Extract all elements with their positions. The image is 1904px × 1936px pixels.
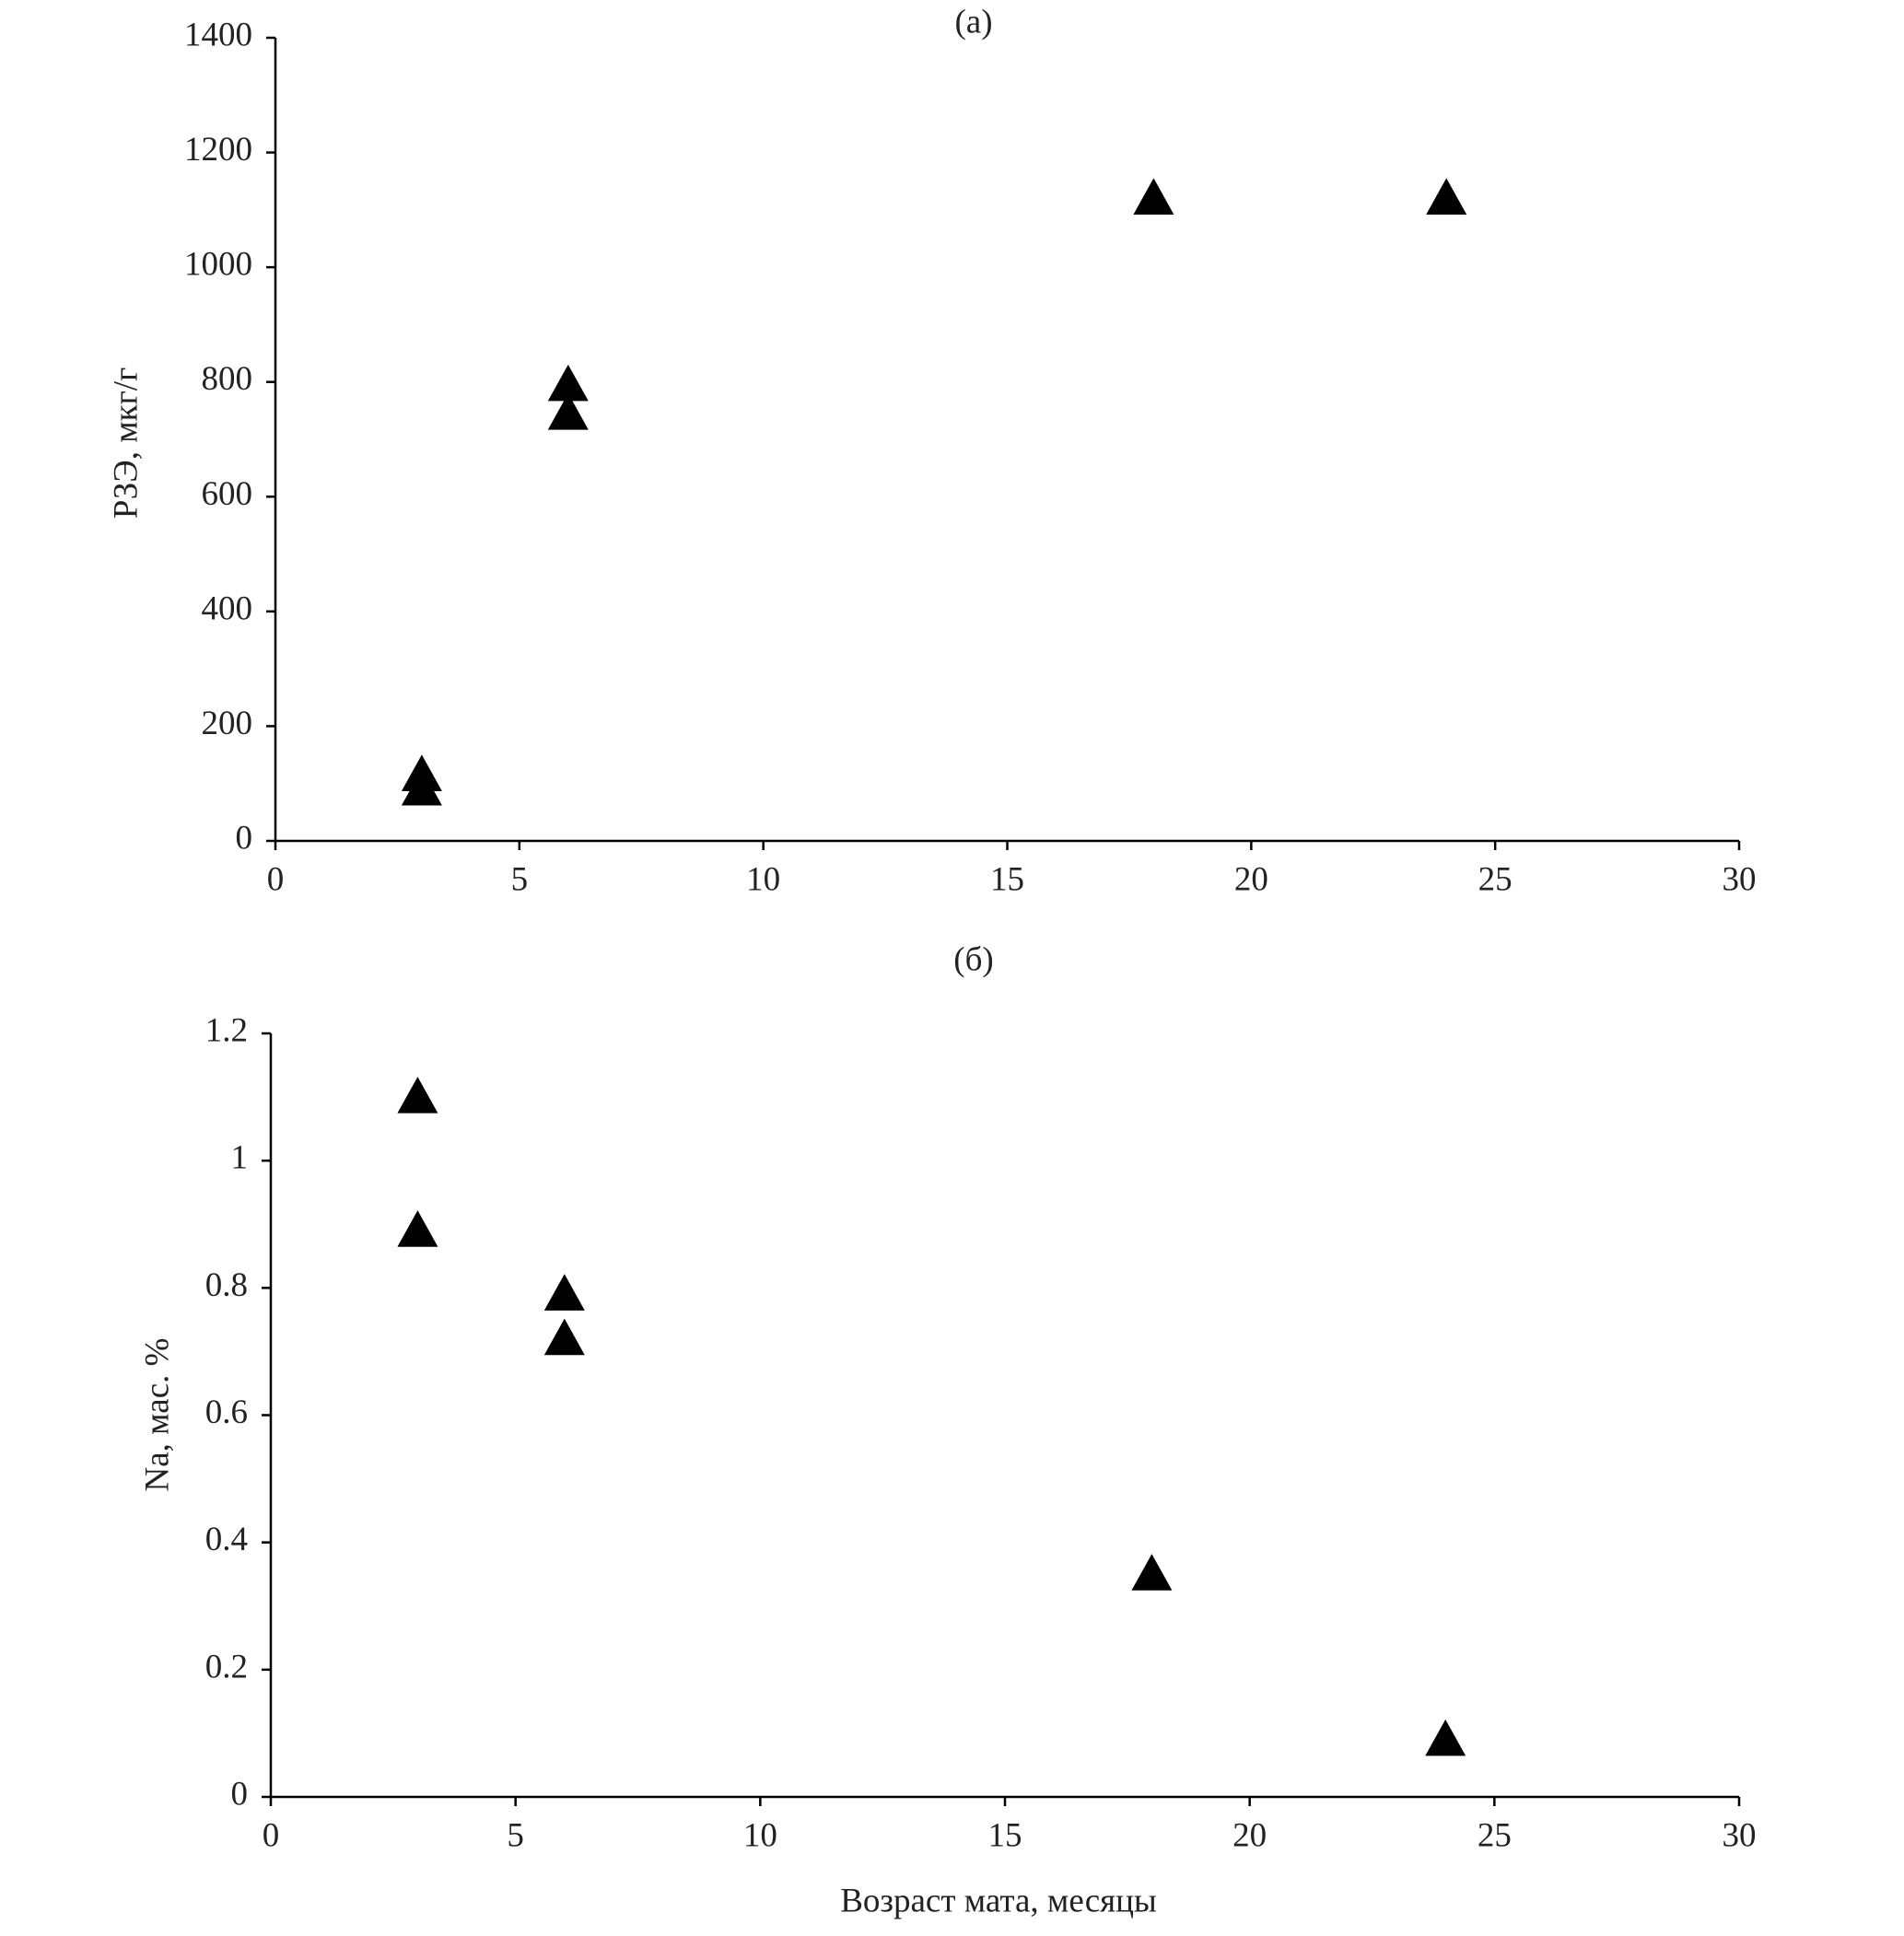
- x-tick-label: 15: [988, 1816, 1022, 1854]
- triangle-marker: [1425, 1719, 1466, 1756]
- triangle-marker: [1131, 1554, 1173, 1591]
- y-axis-label: РЗЭ, мкг/г: [107, 367, 145, 519]
- x-tick-label: 30: [1723, 860, 1757, 898]
- x-tick-label: 0: [263, 1816, 280, 1854]
- y-tick-label: 1000: [184, 246, 252, 284]
- x-tick-label: 25: [1478, 1816, 1512, 1854]
- y-tick-label: 0: [231, 1775, 249, 1813]
- y-tick-label: 0.2: [205, 1648, 248, 1685]
- y-tick-label: 1: [231, 1139, 249, 1177]
- x-tick-label: 15: [990, 860, 1024, 898]
- y-tick-label: 0.8: [205, 1266, 248, 1304]
- triangle-marker: [543, 1318, 585, 1356]
- y-tick-label: 800: [202, 360, 253, 398]
- chart-title: (б): [953, 940, 993, 978]
- y-tick-label: 600: [202, 475, 253, 513]
- triangle-marker: [543, 1274, 585, 1311]
- x-tick-label: 10: [746, 860, 780, 898]
- x-tick-label: 5: [507, 1816, 524, 1854]
- chart-title: (a): [954, 3, 992, 41]
- y-tick-label: 1.2: [205, 1011, 248, 1049]
- triangle-marker: [1133, 178, 1174, 215]
- x-tick-label: 5: [511, 860, 529, 898]
- y-tick-label: 0: [236, 819, 253, 857]
- x-tick-label: 25: [1478, 860, 1513, 898]
- x-tick-label: 20: [1234, 860, 1268, 898]
- y-tick-label: 1200: [184, 131, 252, 169]
- x-tick-label: 30: [1723, 1816, 1757, 1854]
- x-tick-label: 10: [743, 1816, 777, 1854]
- y-tick-label: 0.4: [205, 1521, 248, 1558]
- x-axis-label: Возраст мата, месяцы: [840, 1882, 1157, 1919]
- y-tick-label: 400: [202, 589, 253, 627]
- triangle-marker: [401, 768, 442, 806]
- y-tick-label: 0.6: [205, 1394, 248, 1431]
- x-tick-label: 20: [1232, 1816, 1267, 1854]
- triangle-marker: [1426, 178, 1467, 215]
- triangle-marker: [547, 364, 589, 402]
- triangle-marker: [547, 392, 589, 430]
- triangle-marker: [397, 1210, 438, 1247]
- y-tick-label: 1400: [184, 16, 252, 53]
- x-tick-label: 0: [267, 860, 285, 898]
- y-axis-label: Na, мас. %: [138, 1338, 176, 1492]
- y-tick-label: 200: [202, 705, 253, 742]
- triangle-marker: [397, 1077, 438, 1114]
